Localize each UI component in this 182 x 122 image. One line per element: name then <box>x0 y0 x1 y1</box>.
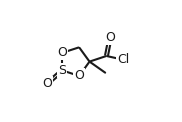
Text: O: O <box>57 46 67 59</box>
Text: O: O <box>42 77 52 90</box>
Text: Cl: Cl <box>117 53 129 66</box>
Text: O: O <box>74 69 84 82</box>
Text: S: S <box>58 64 66 77</box>
Text: O: O <box>105 31 115 44</box>
